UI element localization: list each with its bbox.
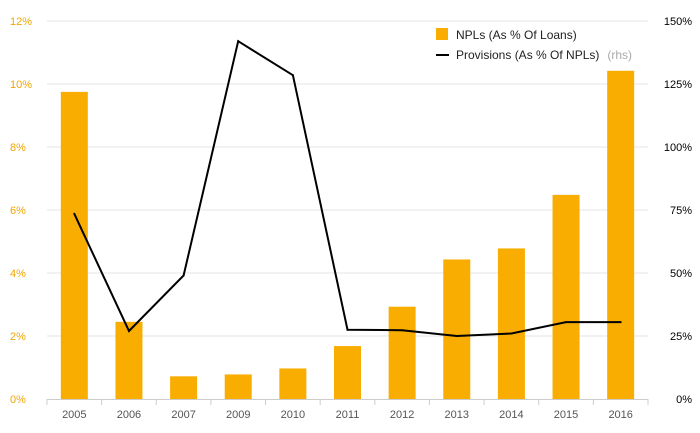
x-tick-label: 2012	[390, 409, 414, 421]
left-tick-label: 10%	[10, 79, 32, 91]
left-tick-label: 2%	[10, 331, 26, 343]
bar-2014	[497, 248, 525, 399]
right-y-axis: 0% 25% 50% 75% 100% 125% 150%	[664, 16, 692, 406]
bar-2015	[552, 194, 580, 399]
provisions-point-2011	[346, 328, 349, 331]
provisions-point-2007	[182, 274, 185, 277]
left-tick-label: 8%	[10, 142, 26, 154]
provisions-line-series	[73, 39, 622, 338]
legend-label-provisions: Provisions (As % Of NPLs)	[456, 48, 599, 62]
bar-2009	[224, 374, 252, 399]
x-tick-label: 2013	[445, 409, 469, 421]
provisions-point-2005	[73, 212, 76, 215]
npl-bars	[60, 70, 635, 400]
bar-2005	[60, 91, 88, 399]
bar-2013	[443, 259, 471, 399]
bar-2007	[170, 376, 198, 399]
left-tick-label: 0%	[10, 394, 26, 406]
bar-2010	[279, 368, 307, 399]
legend-swatch-npls	[436, 28, 448, 40]
right-tick-label: 100%	[664, 142, 692, 154]
provisions-point-2009	[237, 40, 240, 43]
x-tick-label: 2014	[499, 409, 523, 421]
provisions-point-2014	[510, 332, 513, 335]
legend-label-provisions-group: Provisions (As % Of NPLs) (rhs)	[456, 46, 632, 63]
left-tick-label: 6%	[10, 205, 26, 217]
provisions-line	[73, 39, 621, 338]
x-tick-label: 2015	[554, 409, 578, 421]
right-tick-label: 125%	[664, 79, 692, 91]
x-axis: 2005 2006 2007 2009 2010 2011 2012 2013 2014 2015…	[46, 399, 649, 421]
bar-2011	[334, 346, 361, 399]
bar-2012	[388, 306, 416, 399]
x-tick-label: 2006	[117, 409, 141, 421]
x-tick-label: 2007	[171, 409, 195, 421]
legend: NPLs (As % Of Loans) Provisions (As % Of…	[436, 28, 632, 63]
left-tick-label: 12%	[10, 16, 32, 28]
provisions-point-2012	[401, 329, 404, 332]
provisions-point-2010	[291, 74, 294, 77]
left-y-axis: 0% 2% 4% 6% 8% 10% 12%	[10, 16, 32, 406]
x-tick-label: 2011	[336, 409, 360, 421]
right-tick-label: 25%	[670, 331, 692, 343]
legend-rhs-suffix: (rhs)	[607, 48, 632, 62]
x-tick-label: 2009	[226, 409, 250, 421]
x-tick-label: 2010	[281, 409, 305, 421]
legend-label-npls: NPLs (As % Of Loans)	[456, 28, 577, 42]
right-tick-label: 75%	[670, 205, 692, 217]
x-tick-label: 2005	[62, 409, 86, 421]
x-tick-label: 2016	[608, 409, 632, 421]
bar-2016	[607, 70, 635, 400]
gridlines	[47, 20, 648, 337]
provisions-point-2013	[455, 335, 458, 337]
left-tick-label: 4%	[10, 268, 26, 280]
right-tick-label: 150%	[664, 16, 692, 28]
bar-2006	[115, 321, 143, 399]
provisions-point-2015	[565, 321, 568, 324]
right-tick-label: 0%	[676, 394, 692, 406]
right-tick-label: 50%	[670, 268, 692, 280]
provisions-point-2006	[127, 329, 130, 332]
provisions-point-2016	[619, 321, 622, 324]
